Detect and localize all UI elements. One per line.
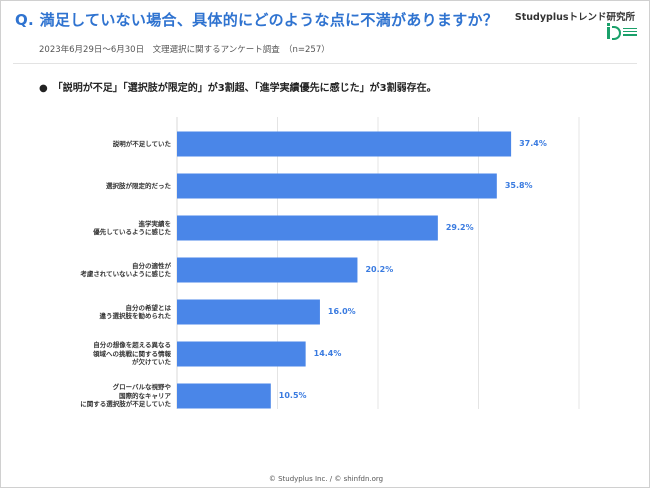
category-label: 進学実績を 優先しているように感じた [93, 219, 171, 236]
category-label: 説明が不足していた [112, 139, 171, 148]
brand-logo-icon [607, 23, 637, 43]
bar [177, 341, 306, 367]
value-label: 14.4% [313, 349, 342, 358]
category-label: グローバルな視野や 国際的なキャリア に関する選択肢が不足していた [80, 383, 171, 409]
bar-chart [176, 117, 580, 409]
value-label: 35.8% [504, 181, 533, 190]
category-label: 選択肢が限定的だった [106, 181, 171, 190]
bar [177, 215, 438, 241]
copyright-footer: © Studyplus Inc. / © shinfdn.org [268, 475, 384, 483]
bar [177, 383, 271, 409]
bar [177, 257, 358, 283]
category-label: 自分の希望とは 違う選択肢を勧められた [99, 303, 172, 320]
value-label: 29.2% [445, 223, 474, 232]
value-label: 37.4% [519, 139, 547, 148]
bar [177, 173, 497, 199]
category-label: 自分の想像を超える異なる 領域への挑戦に関する情報 が欠けていた [93, 341, 171, 367]
value-label: 20.2% [365, 265, 394, 274]
page-title: Q. 満足していない場合、具体的にどのような点に不満がありますか？ [15, 11, 499, 29]
category-label: 自分の適性が 考慮されていないように感じた [80, 261, 171, 278]
bar [177, 299, 320, 325]
survey-subtitle: 2023年6月29日〜6月30日 文理選択に関するアンケート調査 （n=257） [39, 45, 330, 55]
divider [13, 63, 637, 64]
value-label: 16.0% [327, 307, 356, 316]
bar [177, 131, 512, 157]
brand-name: Studyplusトレンド研究所 [514, 12, 635, 23]
summary-bullet: ● 「説明が不足」「選択肢が限定的」が3割超、「進学実績優先に感じた」が3割弱存… [39, 83, 437, 94]
chart-area: 説明が不足していた 37.4% 選択肢が限定的だった 35.8% 進学実績を 優先してい… [80, 109, 609, 415]
value-label: 10.5% [278, 391, 307, 400]
